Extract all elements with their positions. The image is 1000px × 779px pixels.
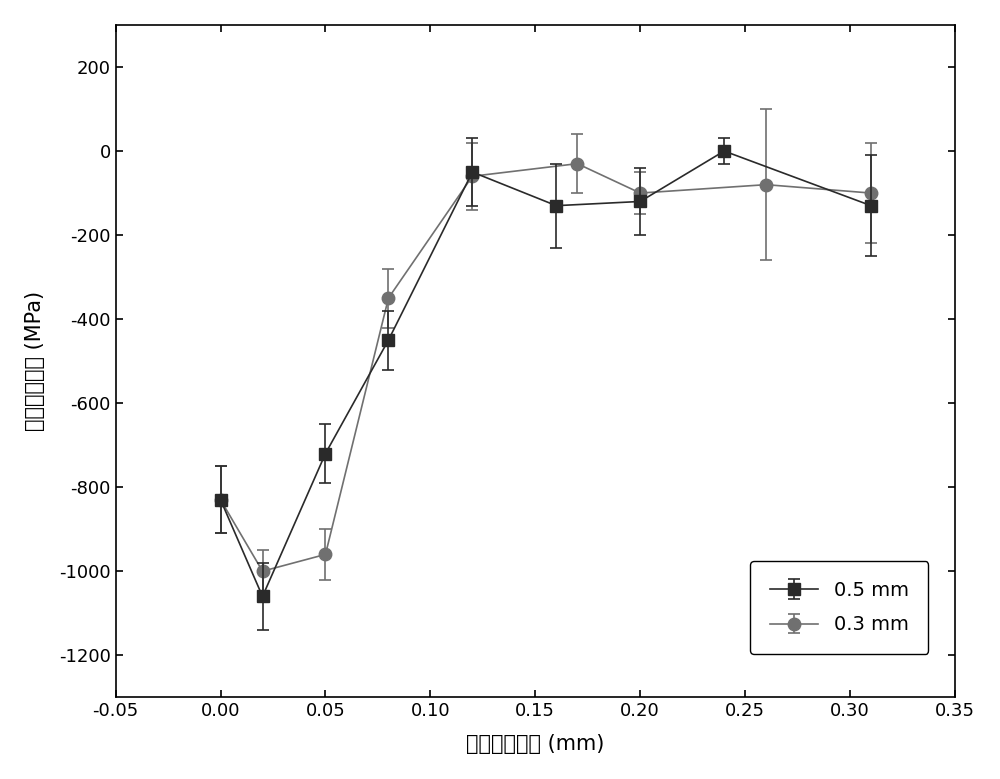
X-axis label: 距离表面深度 (mm): 距离表面深度 (mm) (466, 734, 604, 754)
Legend: 0.5 mm, 0.3 mm: 0.5 mm, 0.3 mm (750, 562, 928, 654)
Y-axis label: 残余应力深度 (MPa): 残余应力深度 (MPa) (25, 291, 45, 432)
